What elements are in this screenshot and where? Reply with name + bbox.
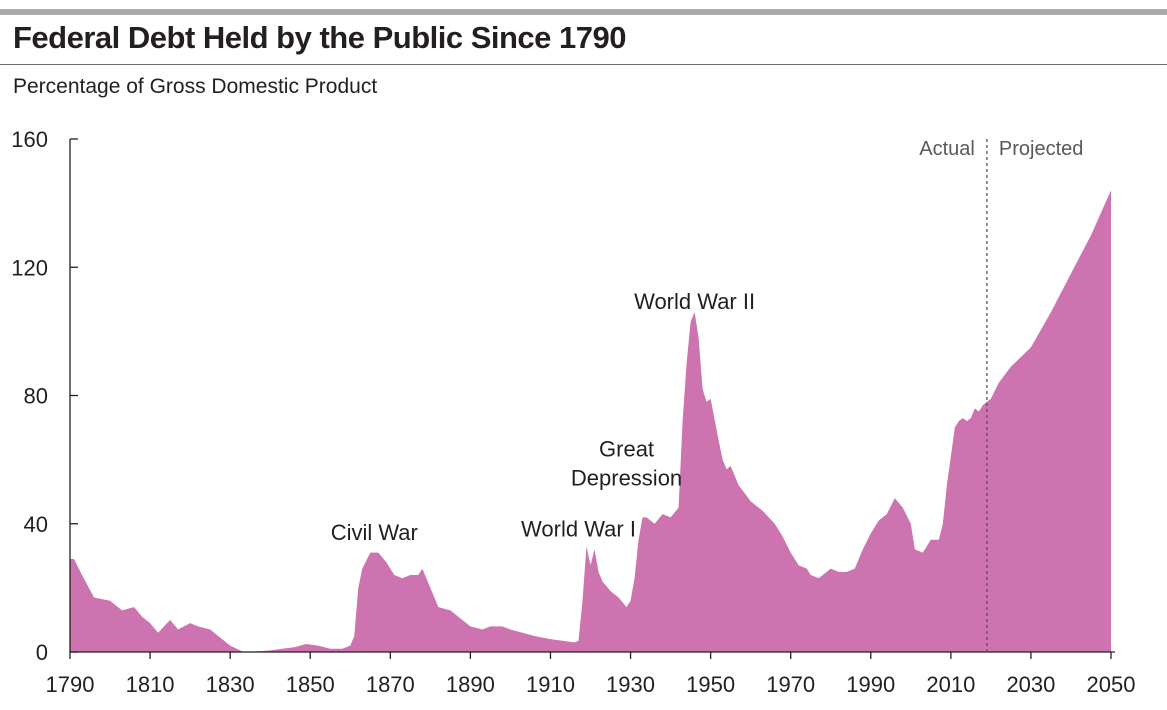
x-tick-label: 1990 <box>846 672 895 697</box>
debt-area <box>70 190 1111 653</box>
x-tick-label: 1810 <box>126 672 175 697</box>
y-tick-label: 40 <box>24 512 48 537</box>
axes: 0 40 80 120 160 1790 1810 1830 1850 1870 1890 1910 1… <box>11 127 1135 697</box>
x-tick-label: 1910 <box>526 672 575 697</box>
chart-subtitle: Percentage of Gross Domestic Product <box>13 75 378 98</box>
x-tick-label: 2030 <box>1006 672 1055 697</box>
x-tick-label: 1790 <box>46 672 95 697</box>
y-tick-label: 80 <box>24 384 48 409</box>
annotation-label: Great <box>599 436 654 461</box>
x-tick-label: 1970 <box>766 672 815 697</box>
chart-title: Federal Debt Held by the Public Since 17… <box>13 20 627 55</box>
annotation-label: World War I <box>521 517 636 542</box>
x-tick-label: 1830 <box>206 672 255 697</box>
area-layer <box>70 190 1111 653</box>
top-accent-bar <box>0 9 1167 15</box>
x-tick-label: 2010 <box>926 672 975 697</box>
actual-label: Actual <box>919 138 975 160</box>
x-tick-label: 1950 <box>686 672 735 697</box>
annotation-layer: Civil War World War I Great Depression World… <box>331 289 755 545</box>
title-divider <box>0 64 1167 65</box>
x-tick-label: 1870 <box>366 672 415 697</box>
projected-label: Projected <box>999 138 1084 160</box>
x-tick-label: 1850 <box>286 672 335 697</box>
x-tick-label: 2050 <box>1087 672 1136 697</box>
annotation-label: World War II <box>634 289 755 314</box>
y-tick-label: 120 <box>11 255 48 280</box>
x-tick-label: 1890 <box>446 672 495 697</box>
y-tick-label: 0 <box>36 640 48 665</box>
y-tick-label: 160 <box>11 127 48 152</box>
actual-projected-divider: Actual Projected <box>919 138 1083 652</box>
annotation-label: Depression <box>571 465 682 490</box>
x-tick-label: 1930 <box>606 672 655 697</box>
annotation-label: Civil War <box>331 520 418 545</box>
